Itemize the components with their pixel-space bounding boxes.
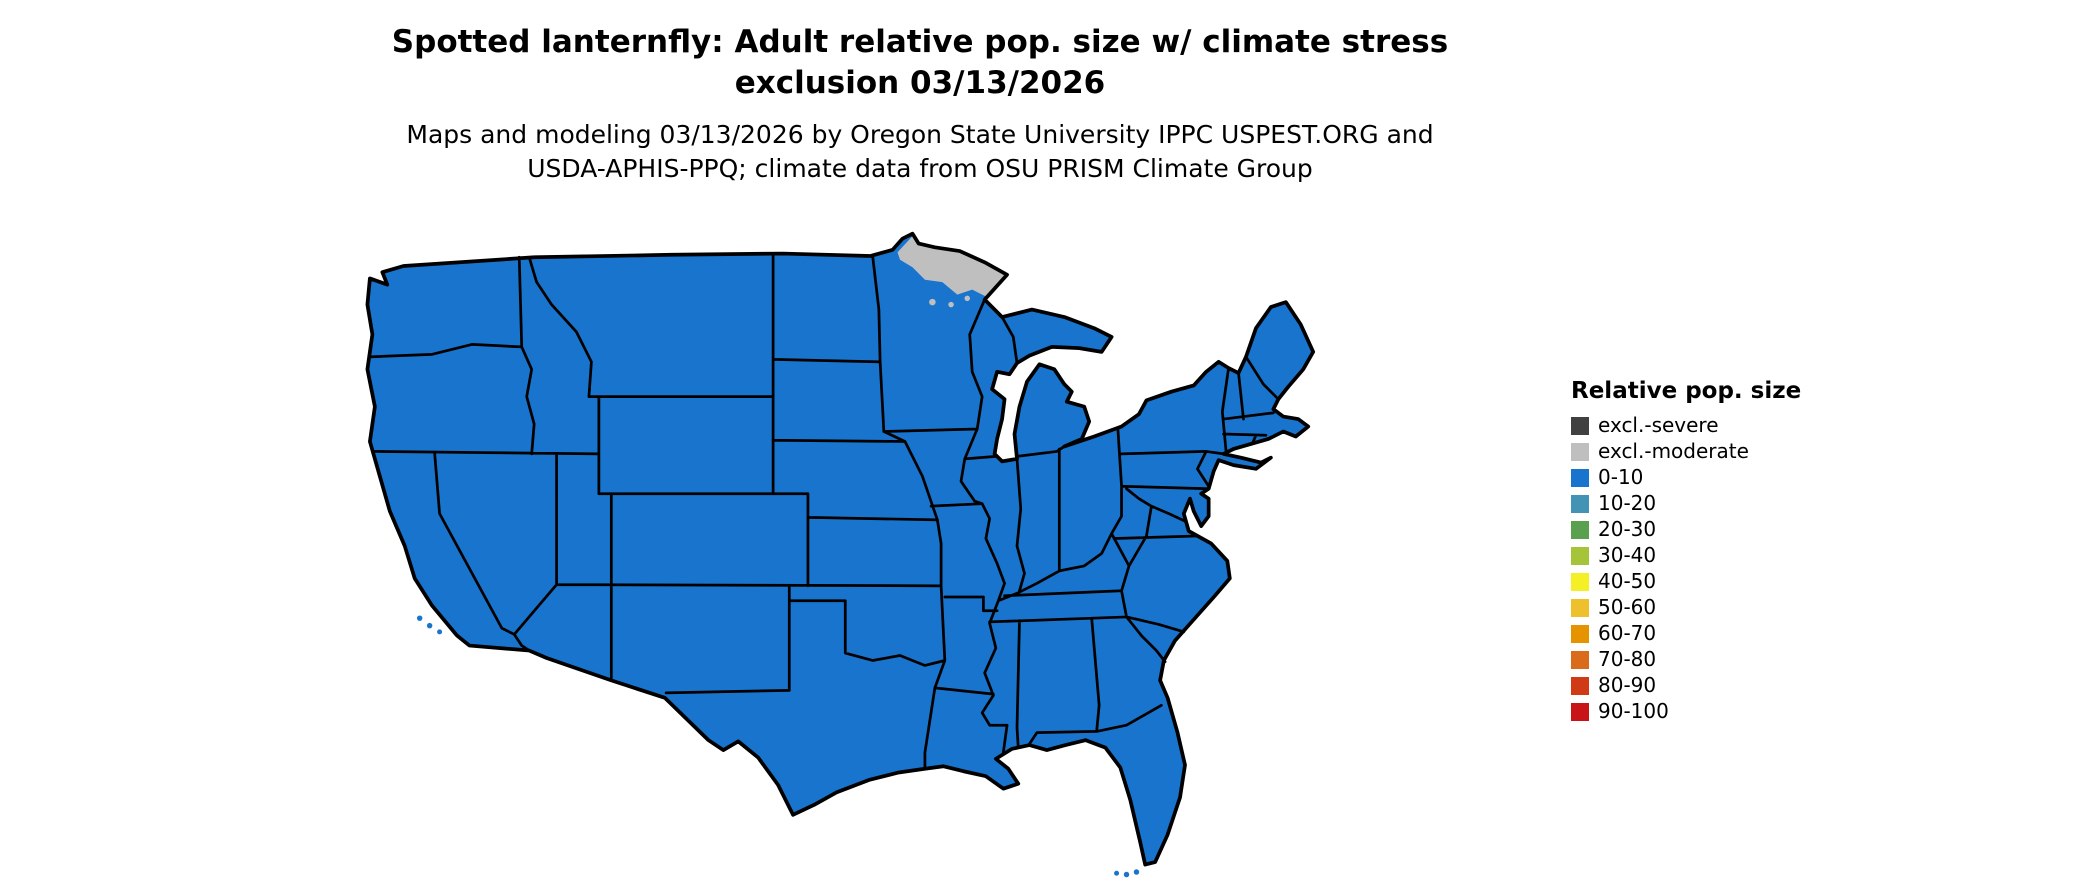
- legend-swatch: [1571, 520, 1589, 539]
- exclusion-speckle: [948, 301, 954, 308]
- legend-entry: 50-60: [1571, 595, 1801, 619]
- title-line-1: Spotted lanternfly: Adult relative pop. …: [391, 24, 1449, 60]
- legend-label: 10-20: [1598, 491, 1657, 515]
- legend-swatch: [1571, 702, 1589, 721]
- legend-label: 60-70: [1598, 621, 1657, 645]
- legend-swatch: [1571, 546, 1589, 565]
- legend-entry: 70-80: [1571, 647, 1801, 671]
- legend-label: 20-30: [1598, 517, 1657, 541]
- minnesota-exclusion-region: [897, 236, 1005, 298]
- legend-label: 70-80: [1598, 647, 1657, 671]
- page-subtitle: Maps and modeling 03/13/2026 by Oregon S…: [0, 118, 1840, 186]
- legend-label: 0-10: [1598, 465, 1644, 489]
- legend-entries: excl.-severe excl.-moderate 0-10 10-20 20-30…: [1571, 413, 1801, 723]
- us-map: [285, 210, 1530, 882]
- legend-entry: 40-50: [1571, 569, 1801, 593]
- legend-entry: 10-20: [1571, 491, 1801, 515]
- legend-label: 90-100: [1598, 699, 1669, 723]
- channel-island: [426, 622, 433, 629]
- page-title: Spotted lanternfly: Adult relative pop. …: [0, 22, 1840, 104]
- legend-swatch: [1571, 494, 1589, 513]
- us-map-svg: [365, 231, 1316, 878]
- legend-label: excl.-severe: [1598, 413, 1719, 437]
- legend-entry: excl.-moderate: [1571, 439, 1801, 463]
- legend-entry: excl.-severe: [1571, 413, 1801, 437]
- legend-swatch: [1571, 598, 1589, 617]
- florida-key: [1123, 871, 1130, 878]
- legend-label: excl.-moderate: [1598, 439, 1749, 463]
- legend-label: 40-50: [1598, 569, 1657, 593]
- legend-label: 30-40: [1598, 543, 1657, 567]
- legend-label: 80-90: [1598, 673, 1657, 697]
- exclusion-speckle: [964, 295, 970, 302]
- legend-entry: 60-70: [1571, 621, 1801, 645]
- florida-key: [1114, 870, 1120, 876]
- exclusion-speckle: [929, 298, 936, 306]
- legend-title: Relative pop. size: [1571, 378, 1802, 404]
- channel-island: [437, 629, 443, 635]
- channel-island: [416, 615, 423, 621]
- legend-swatch: [1571, 650, 1589, 669]
- subtitle-line-1: Maps and modeling 03/13/2026 by Oregon S…: [406, 120, 1434, 149]
- title-line-2: exclusion 03/13/2026: [734, 65, 1106, 101]
- legend: Relative pop. size excl.-severe excl.-mod…: [1571, 378, 1801, 728]
- conus-outline: [365, 231, 1316, 867]
- state-borders: [368, 253, 1280, 771]
- legend-entry: 90-100: [1571, 699, 1801, 723]
- conus-landmass: [367, 233, 1314, 865]
- florida-key: [1133, 869, 1140, 875]
- legend-entry: 80-90: [1571, 673, 1801, 697]
- legend-entry: 0-10: [1571, 465, 1801, 489]
- legend-swatch: [1571, 676, 1589, 695]
- legend-swatch: [1571, 416, 1589, 435]
- legend-swatch: [1571, 442, 1589, 461]
- legend-swatch: [1571, 624, 1589, 643]
- subtitle-line-2: USDA-APHIS-PPQ; climate data from OSU PR…: [527, 154, 1313, 183]
- legend-entry: 20-30: [1571, 517, 1801, 541]
- legend-swatch: [1571, 572, 1589, 591]
- legend-swatch: [1571, 468, 1589, 487]
- legend-entry: 30-40: [1571, 543, 1801, 567]
- legend-label: 50-60: [1598, 595, 1657, 619]
